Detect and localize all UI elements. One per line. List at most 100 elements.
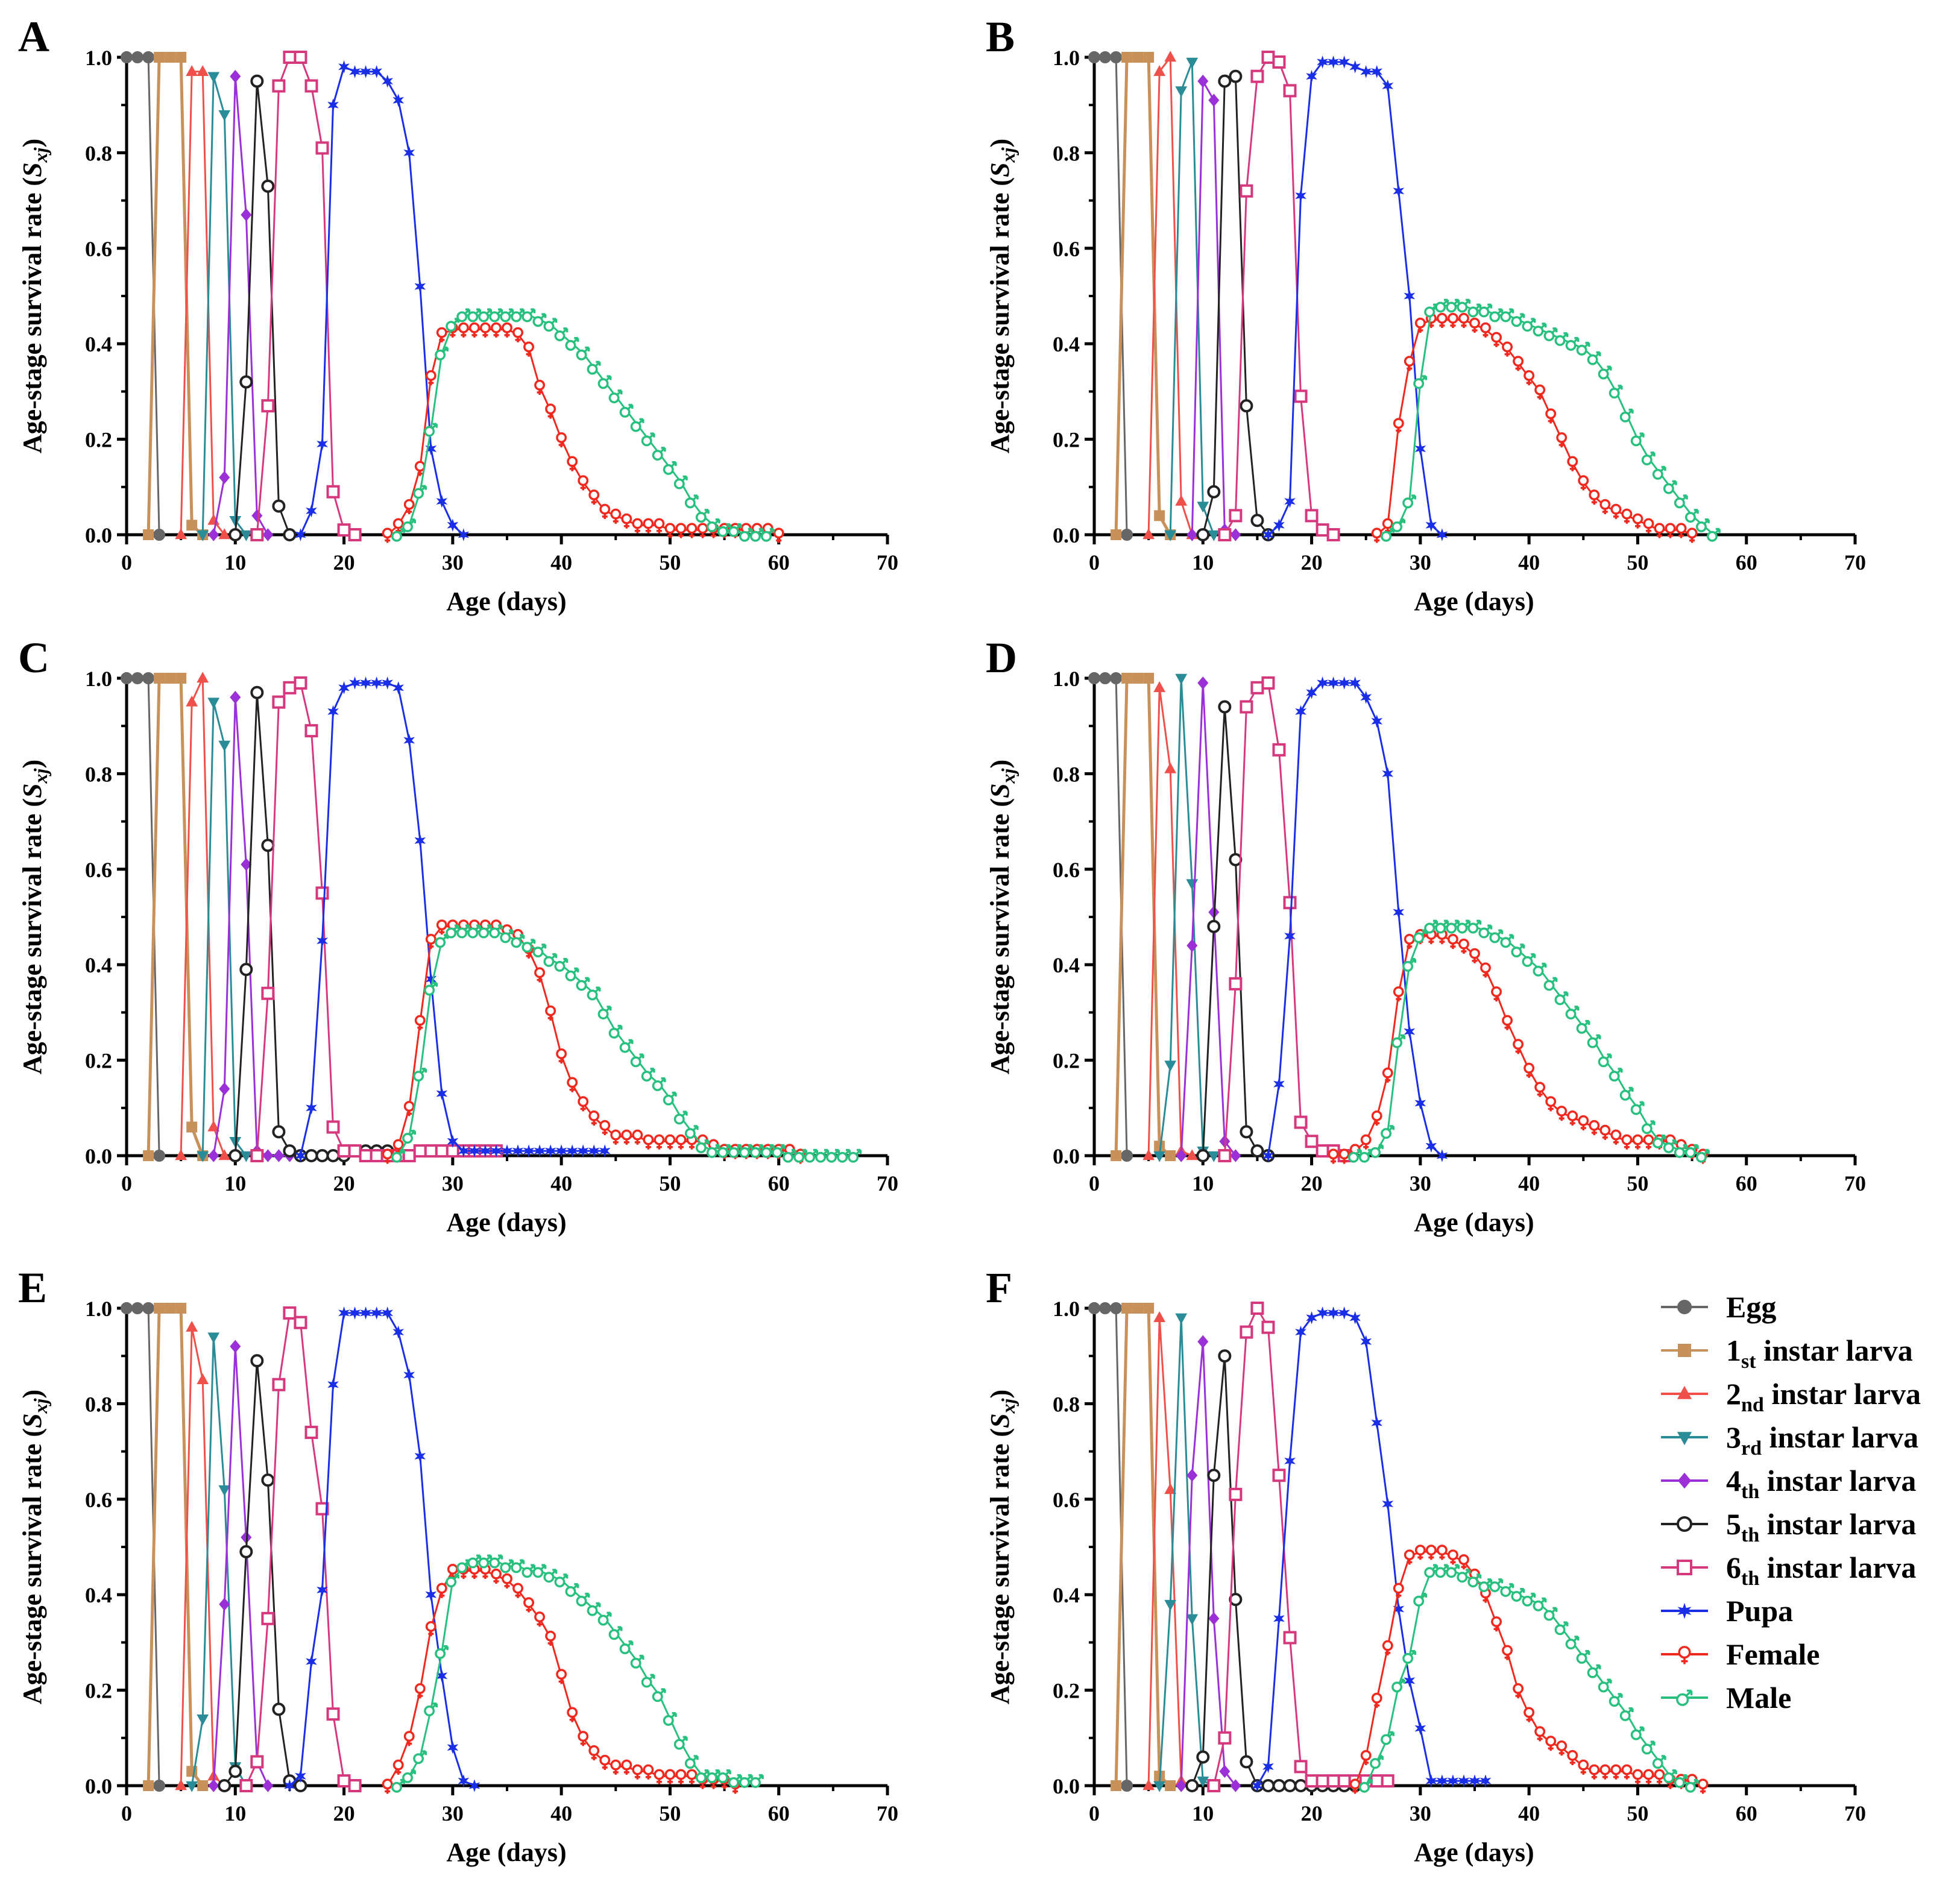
data-point bbox=[1533, 962, 1547, 977]
data-point bbox=[478, 1554, 493, 1569]
data-point bbox=[556, 1048, 567, 1064]
data-point bbox=[1641, 1740, 1656, 1755]
data-point bbox=[382, 676, 393, 690]
data-point bbox=[664, 1134, 676, 1150]
data-point bbox=[654, 518, 665, 534]
data-point bbox=[1370, 1755, 1384, 1769]
x-tick-label: 20 bbox=[1301, 1171, 1323, 1195]
data-point bbox=[1393, 1602, 1405, 1616]
data-point bbox=[1088, 672, 1100, 684]
data-point bbox=[1186, 1469, 1198, 1482]
data-point bbox=[1393, 905, 1405, 919]
data-point bbox=[1317, 676, 1328, 690]
data-point bbox=[272, 79, 286, 93]
data-point bbox=[1284, 929, 1296, 943]
data-point bbox=[1306, 69, 1317, 83]
data-point bbox=[1458, 938, 1469, 954]
data-point bbox=[500, 308, 514, 323]
legend-marker bbox=[1676, 1689, 1693, 1706]
series-6th-instar-larva bbox=[250, 676, 503, 1162]
data-point bbox=[1218, 1731, 1232, 1745]
x-tick-label: 60 bbox=[1736, 1171, 1757, 1195]
data-point bbox=[1207, 1779, 1221, 1792]
data-point bbox=[197, 672, 209, 683]
data-point bbox=[446, 1573, 460, 1588]
x-tick-label: 40 bbox=[550, 1171, 572, 1195]
data-point bbox=[1567, 1750, 1578, 1765]
data-point bbox=[478, 308, 493, 323]
x-tick-label: 70 bbox=[877, 1801, 898, 1825]
data-point bbox=[1500, 1583, 1514, 1597]
legend-marker bbox=[1678, 1472, 1691, 1489]
data-point bbox=[360, 65, 371, 78]
data-point bbox=[1338, 55, 1350, 69]
data-point bbox=[143, 1780, 154, 1791]
data-point bbox=[706, 518, 720, 532]
data-point bbox=[315, 1502, 329, 1516]
data-point bbox=[664, 1769, 676, 1784]
data-point bbox=[1619, 408, 1634, 423]
data-point bbox=[230, 1340, 241, 1353]
data-point bbox=[218, 528, 231, 540]
data-point bbox=[1218, 1349, 1232, 1363]
x-tick-label: 70 bbox=[1844, 550, 1866, 575]
data-point bbox=[1142, 1779, 1155, 1790]
data-point bbox=[425, 1588, 437, 1601]
data-point bbox=[695, 1769, 710, 1783]
data-point bbox=[1489, 1578, 1504, 1593]
legend-label-suffix: instar larva bbox=[1759, 1464, 1916, 1498]
data-point bbox=[512, 327, 523, 342]
data-point bbox=[848, 1148, 862, 1163]
x-tick-label: 50 bbox=[659, 550, 681, 575]
data-point bbox=[327, 98, 339, 112]
data-point bbox=[619, 1640, 634, 1654]
data-point bbox=[228, 528, 242, 541]
data-point bbox=[1502, 341, 1513, 357]
data-point bbox=[1425, 1545, 1437, 1560]
data-point bbox=[121, 1302, 133, 1314]
y-tick-label: 0.6 bbox=[1053, 1488, 1080, 1512]
legend-item-pupa: Pupa bbox=[1661, 1594, 1793, 1628]
data-point bbox=[1565, 1006, 1580, 1020]
data-point bbox=[131, 51, 144, 63]
series-4th-instar-larva bbox=[208, 690, 350, 1162]
data-point bbox=[1164, 530, 1177, 541]
data-point bbox=[165, 673, 176, 684]
data-point bbox=[1305, 1774, 1319, 1788]
data-point bbox=[414, 1683, 426, 1699]
data-point bbox=[1413, 375, 1428, 389]
data-point bbox=[283, 1144, 297, 1158]
data-point bbox=[458, 1144, 470, 1157]
series-male bbox=[1348, 919, 1710, 1163]
series-male bbox=[1381, 298, 1721, 542]
series-line bbox=[300, 682, 605, 1156]
y-title-symbol: S bbox=[17, 783, 47, 798]
data-point bbox=[1262, 1149, 1274, 1162]
data-point bbox=[1435, 919, 1449, 934]
series-line bbox=[147, 676, 204, 1156]
data-point bbox=[1283, 1631, 1297, 1645]
data-point bbox=[338, 60, 350, 74]
data-point bbox=[1425, 1774, 1437, 1787]
data-point bbox=[1706, 528, 1721, 542]
data-point bbox=[1381, 1125, 1394, 1139]
data-point bbox=[500, 1559, 514, 1573]
data-point bbox=[186, 520, 198, 531]
y-tick-label: 0.6 bbox=[85, 858, 112, 882]
data-point bbox=[578, 1731, 589, 1746]
data-point bbox=[1554, 332, 1569, 346]
data-point bbox=[1164, 762, 1177, 773]
panel-label: B bbox=[986, 13, 1015, 61]
data-point bbox=[1643, 1769, 1654, 1784]
data-point bbox=[1621, 1134, 1633, 1150]
x-tick-label: 0 bbox=[1089, 1171, 1100, 1195]
data-point bbox=[684, 494, 699, 509]
data-point bbox=[1511, 943, 1525, 958]
data-point bbox=[632, 1764, 643, 1780]
data-point bbox=[1121, 1780, 1133, 1792]
data-point bbox=[371, 1306, 382, 1320]
data-point bbox=[1543, 1607, 1558, 1621]
data-point bbox=[425, 370, 436, 386]
data-point bbox=[479, 322, 491, 338]
data-point bbox=[610, 508, 622, 524]
